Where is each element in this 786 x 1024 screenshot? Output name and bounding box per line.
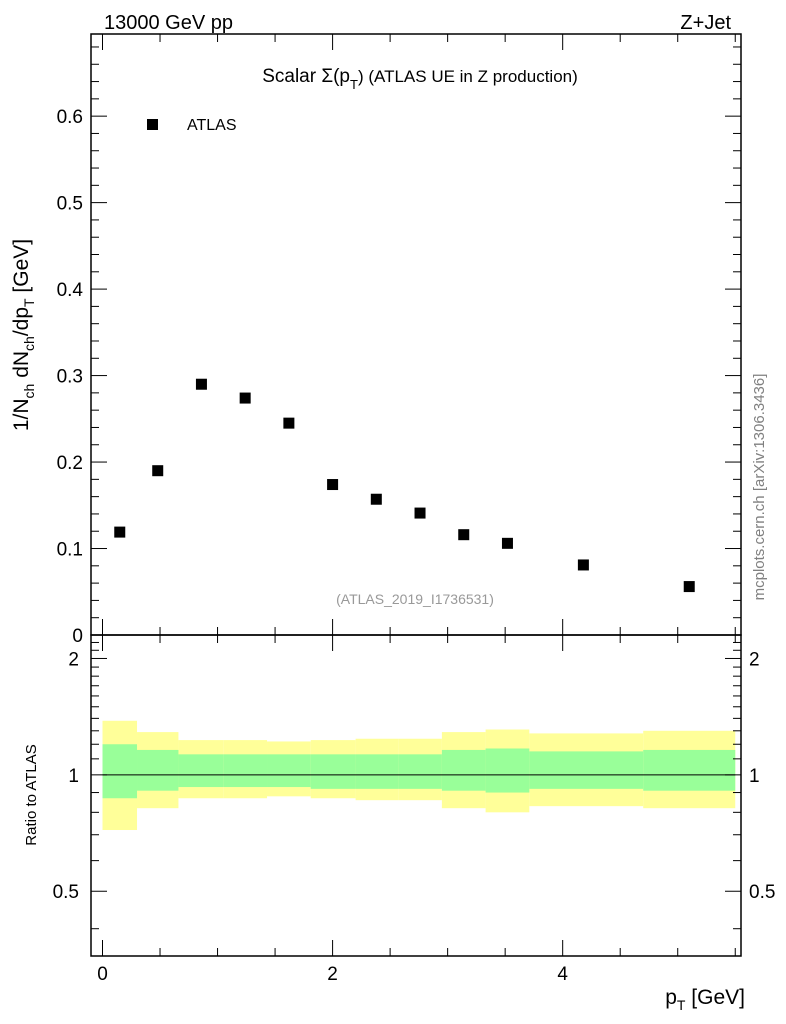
data-point: [414, 507, 426, 519]
data-point: [327, 479, 339, 491]
ratio-y-label: Ratio to ATLAS: [23, 744, 40, 845]
ratio-frame: [90, 634, 742, 957]
y-tick-label: 0.2: [57, 453, 83, 474]
ratio-panel: 0.5 0.5 1 1 2 2 0 2 4 Ratio to ATLAS pT [GeV]: [23, 634, 775, 1013]
x-axis-label: pT [GeV]: [665, 986, 745, 1013]
y-tick-label: 0.5: [57, 194, 83, 215]
inner-band-bin: [398, 754, 442, 789]
x-tick-label: 2: [327, 964, 338, 985]
legend-marker: [147, 119, 158, 130]
y-tick-label: 0.1: [57, 540, 83, 561]
inner-band-bin: [137, 749, 179, 791]
data-point: [577, 559, 589, 571]
inner-band-bin: [223, 754, 268, 788]
main-panel: Scalar Σ(pT) (ATLAS UE in Z production) …: [10, 33, 742, 647]
y-tick-label: 0.4: [57, 280, 84, 301]
data-point: [152, 465, 164, 477]
inner-band-bin: [529, 751, 644, 789]
data-point: [458, 529, 470, 541]
inner-band-bin: [310, 754, 356, 789]
inner-band-bin: [178, 754, 224, 788]
main-y-axis: 0 0.1 0.2 0.3 0.4 0.5 0.6: [57, 34, 741, 647]
inner-band-bin: [267, 754, 311, 788]
data-point: [283, 417, 295, 429]
ratio-y-tick-label: 2: [68, 649, 79, 670]
x-tick-label: 4: [557, 964, 568, 985]
y-tick-label: 0.6: [57, 107, 83, 128]
uncertainty-bands: [102, 720, 736, 831]
data-point: [501, 537, 513, 549]
ratio-y-tick-label: 0.5: [53, 882, 79, 903]
x-tick-label: 0: [97, 964, 108, 985]
main-title: Scalar Σ(pT) (ATLAS UE in Z production): [262, 66, 578, 92]
process-label: Z+Jet: [680, 12, 731, 34]
inner-band-bin: [485, 748, 530, 793]
legend-label: ATLAS: [187, 117, 237, 134]
data-point: [683, 581, 695, 593]
ratio-y-tick-label-right: 1: [749, 766, 760, 787]
watermark-label: (ATLAS_2019_I1736531): [336, 591, 494, 607]
data-point: [114, 526, 126, 538]
ratio-y-tick-label: 1: [68, 766, 79, 787]
data-point: [370, 493, 382, 505]
legend: ATLAS: [147, 117, 237, 134]
y-tick-label: 0: [72, 626, 83, 647]
inner-band-bin: [355, 754, 399, 789]
inner-band-bin: [102, 744, 138, 799]
data-point: [239, 392, 251, 404]
inner-band-bin: [643, 749, 736, 791]
ratio-axes: 0.5 0.5 1 1 2 2 0 2 4: [53, 635, 775, 985]
data-series: [114, 378, 695, 593]
data-point: [195, 378, 207, 390]
ratio-y-tick-label-right: 2: [749, 649, 760, 670]
side-label: mcplots.cern.ch [arXiv:1306.3436]: [751, 374, 768, 601]
inner-band-bin: [441, 749, 486, 791]
energy-label: 13000 GeV pp: [104, 12, 233, 34]
main-y-label: 1/Nch dNch/dpT [GeV]: [10, 239, 37, 431]
ratio-y-tick-label-right: 0.5: [749, 882, 775, 903]
y-tick-label: 0.3: [57, 367, 83, 388]
